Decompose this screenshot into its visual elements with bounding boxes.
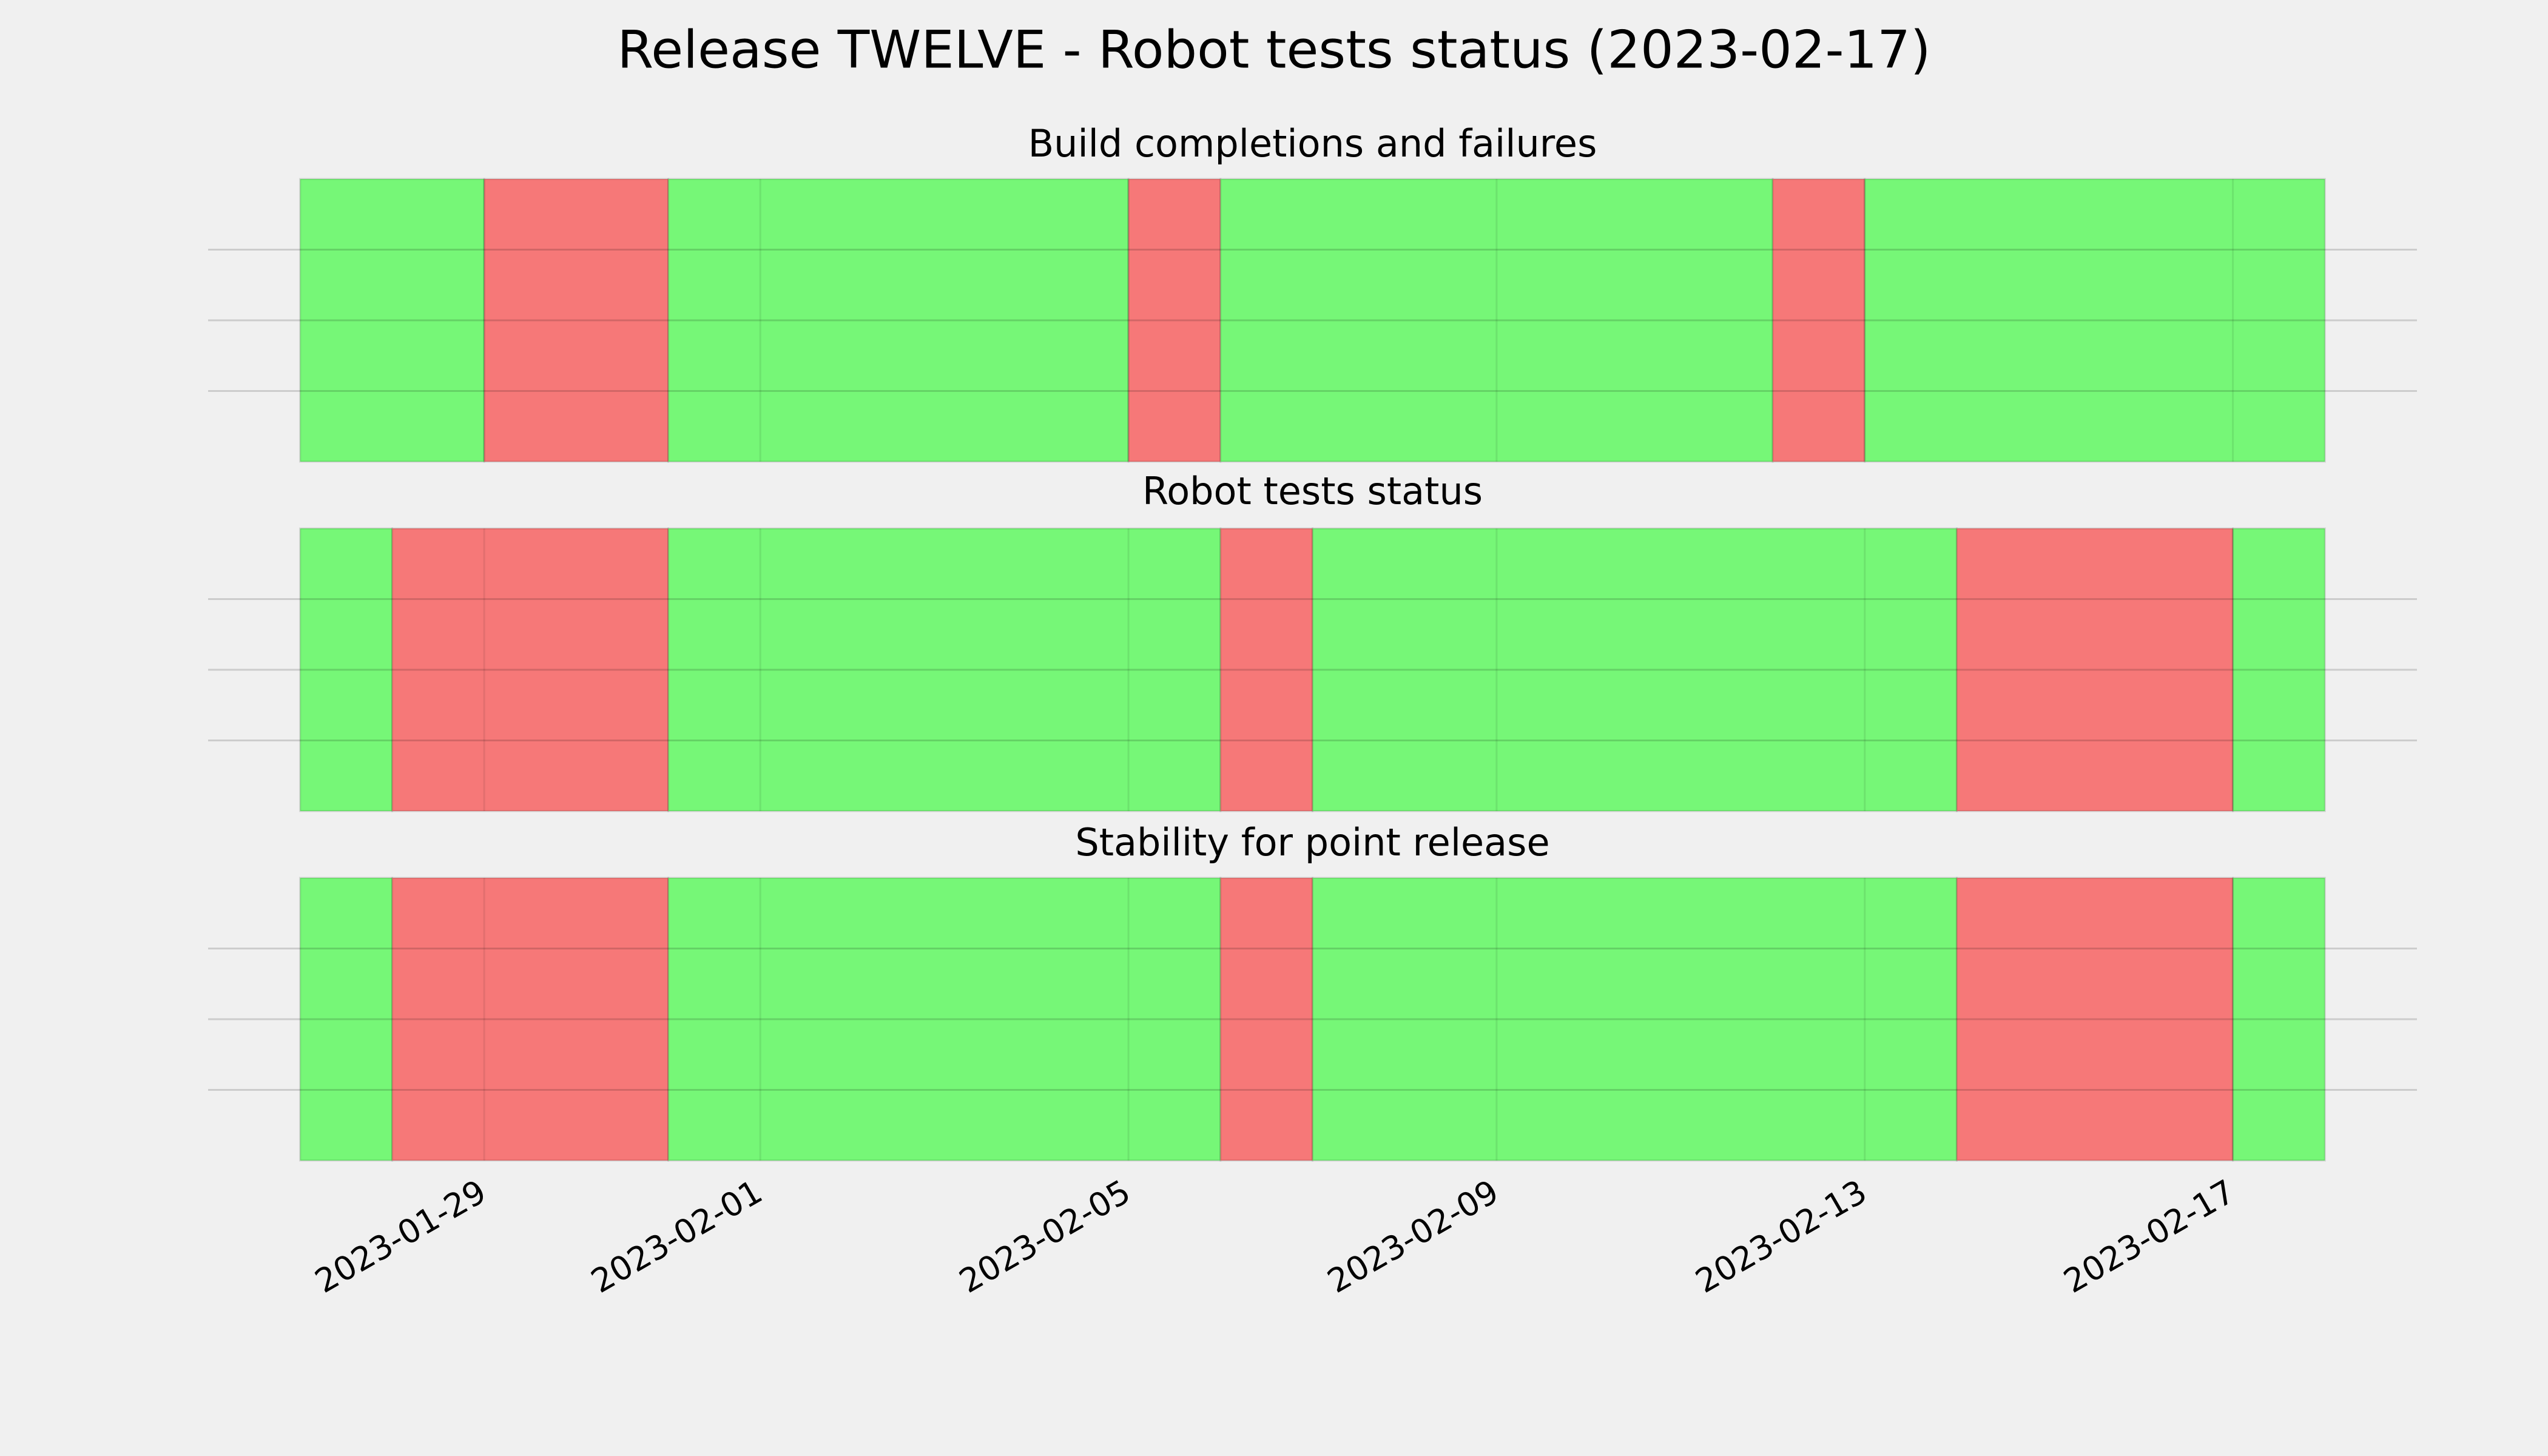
status-segment xyxy=(1312,527,1958,812)
status-segment xyxy=(2232,527,2326,812)
status-segment xyxy=(1219,877,1313,1162)
status-segment xyxy=(1955,527,2234,812)
status-segment xyxy=(1219,178,1774,463)
status-segment xyxy=(2232,877,2326,1162)
status-segment xyxy=(667,178,1130,463)
status-segment xyxy=(1219,527,1313,812)
status-segment xyxy=(1127,178,1222,463)
status-segment xyxy=(391,527,670,812)
status-segment xyxy=(1312,877,1958,1162)
status-segment xyxy=(1771,178,1866,463)
status-segment xyxy=(1864,178,2326,463)
panel-title: Build completions and failures xyxy=(1028,121,1597,166)
status-segment xyxy=(667,877,1222,1162)
status-segment xyxy=(1955,877,2234,1162)
status-segment xyxy=(299,877,393,1162)
status-segment xyxy=(391,877,670,1162)
status-segment xyxy=(667,527,1222,812)
status-segment xyxy=(483,178,670,463)
figure-title: Release TWELVE - Robot tests status (202… xyxy=(617,19,1930,80)
panel-title: Robot tests status xyxy=(1142,469,1483,513)
panel-title: Stability for point release xyxy=(1075,820,1549,864)
status-segment xyxy=(299,178,485,463)
